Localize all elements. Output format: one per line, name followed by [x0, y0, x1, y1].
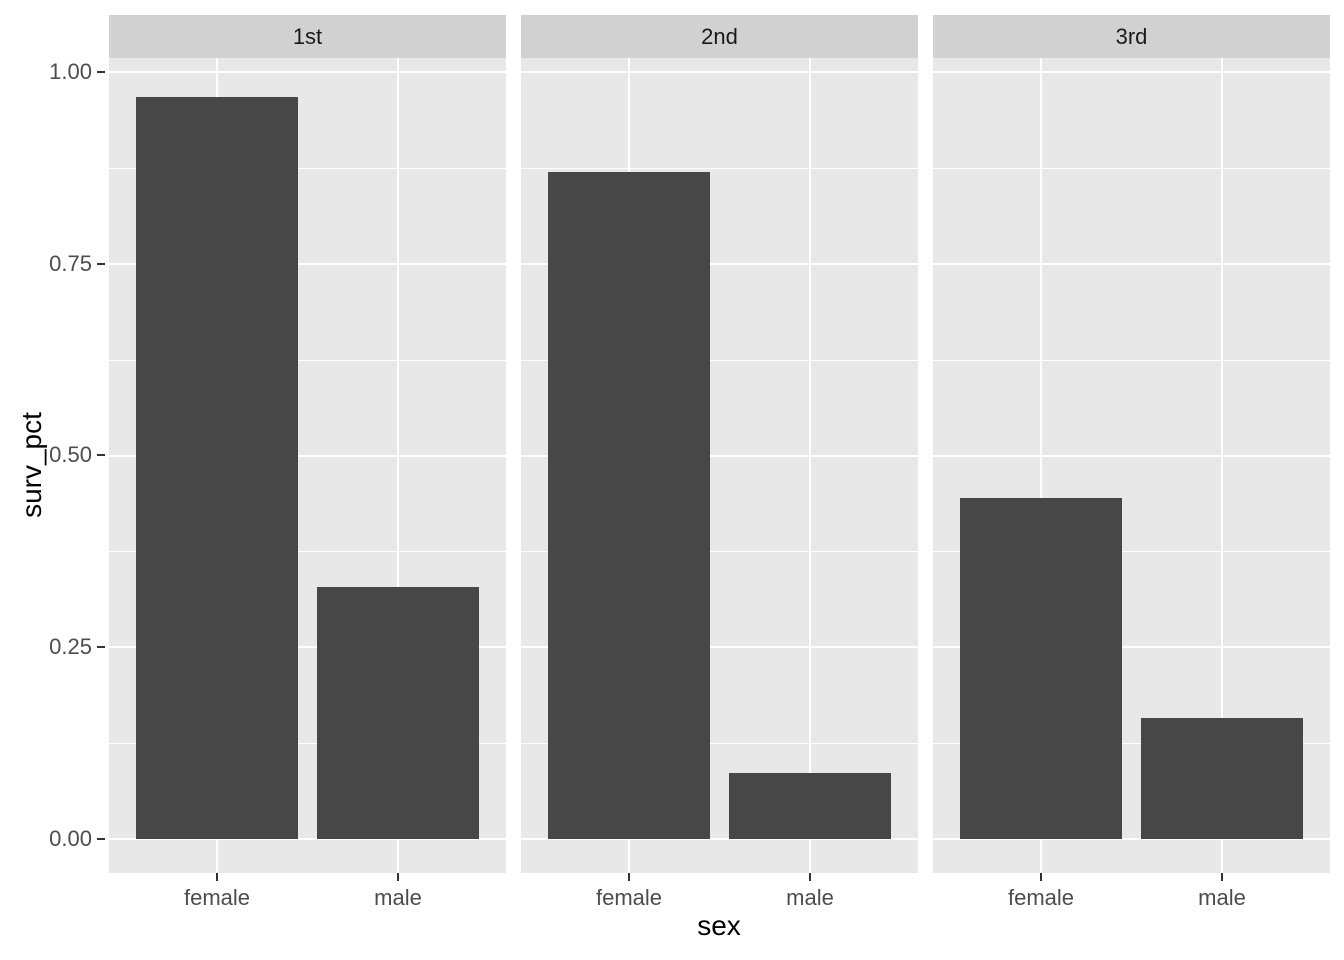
- gridline-minor-horizontal: [521, 743, 918, 744]
- gridline-major-horizontal: [109, 646, 506, 648]
- gridline-major-horizontal: [109, 455, 506, 457]
- x-tick-mark: [397, 873, 399, 881]
- gridline-major-vertical: [397, 58, 399, 873]
- x-tick-label: male: [786, 885, 834, 910]
- y-tick-label: 0.00: [49, 826, 92, 851]
- x-tick-mark: [1040, 873, 1042, 881]
- gridline-major-horizontal: [933, 838, 1330, 840]
- facet-panel: [521, 58, 918, 873]
- facet-strip: 3rd: [933, 15, 1330, 58]
- gridline-minor-horizontal: [521, 360, 918, 361]
- gridline-major-vertical: [1221, 58, 1223, 873]
- facet-panel: [933, 58, 1330, 873]
- bar-1st-male: [317, 587, 479, 839]
- facet-panel: [109, 58, 506, 873]
- gridline-major-horizontal: [521, 263, 918, 265]
- x-tick-mark: [1221, 873, 1223, 881]
- x-tick-label: female: [1007, 885, 1075, 910]
- gridline-minor-horizontal: [109, 551, 506, 552]
- bar-2nd-male: [729, 773, 891, 839]
- gridline-major-horizontal: [521, 455, 918, 457]
- gridline-minor-horizontal: [933, 551, 1330, 552]
- bar-2nd-female: [548, 172, 710, 839]
- y-tick-mark: [97, 71, 105, 73]
- facet-strip: 1st: [109, 15, 506, 58]
- gridline-major-horizontal: [109, 71, 506, 73]
- gridline-minor-horizontal: [521, 551, 918, 552]
- x-tick-label: male: [1198, 885, 1246, 910]
- x-tick-label: female: [595, 885, 663, 910]
- gridline-minor-horizontal: [521, 168, 918, 169]
- gridline-minor-horizontal: [109, 360, 506, 361]
- gridline-major-horizontal: [933, 71, 1330, 73]
- y-tick-label: 1.00: [49, 59, 92, 84]
- y-tick-mark: [97, 646, 105, 648]
- gridline-major-horizontal: [521, 838, 918, 840]
- y-tick-label: 0.25: [49, 634, 92, 659]
- gridline-minor-horizontal: [933, 360, 1330, 361]
- x-axis-title: sex: [697, 910, 741, 941]
- bar-3rd-male: [1141, 718, 1303, 839]
- bar-1st-female: [136, 97, 298, 839]
- gridline-major-horizontal: [521, 71, 918, 73]
- gridline-major-horizontal: [933, 455, 1330, 457]
- gridline-major-vertical: [809, 58, 811, 873]
- x-tick-label: male: [374, 885, 422, 910]
- x-tick-mark: [628, 873, 630, 881]
- y-tick-label: 0.75: [49, 251, 92, 276]
- gridline-major-vertical: [1040, 58, 1042, 873]
- gridline-minor-horizontal: [109, 743, 506, 744]
- facet-strip-label: 1st: [292, 23, 323, 49]
- gridline-major-horizontal: [521, 646, 918, 648]
- gridline-minor-horizontal: [933, 743, 1330, 744]
- gridline-minor-horizontal: [933, 168, 1330, 169]
- gridline-major-horizontal: [933, 646, 1330, 648]
- y-tick-label: 0.50: [49, 442, 92, 467]
- gridline-major-horizontal: [109, 838, 506, 840]
- gridline-major-horizontal: [109, 263, 506, 265]
- gridline-minor-horizontal: [109, 168, 506, 169]
- y-tick-mark: [97, 454, 105, 456]
- facet-strip-label: 3rd: [1115, 23, 1148, 49]
- gridline-major-horizontal: [933, 263, 1330, 265]
- x-tick-label: female: [183, 885, 251, 910]
- facet-strip-label: 2nd: [701, 23, 738, 49]
- y-tick-mark: [97, 838, 105, 840]
- bar-3rd-female: [960, 498, 1122, 839]
- facet-strip: 2nd: [521, 15, 918, 58]
- x-tick-mark: [216, 873, 218, 881]
- x-tick-mark: [809, 873, 811, 881]
- y-tick-mark: [97, 263, 105, 265]
